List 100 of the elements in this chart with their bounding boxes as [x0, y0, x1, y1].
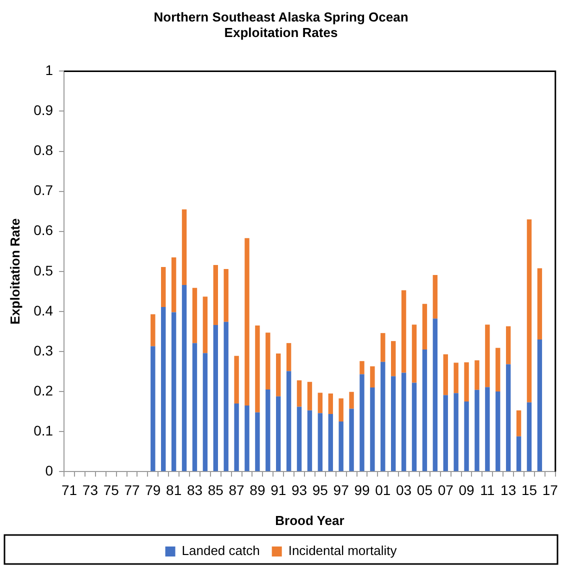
- bar: [276, 353, 281, 396]
- x-tick-label: 83: [186, 482, 203, 498]
- bar: [349, 392, 354, 409]
- bar: [370, 366, 375, 388]
- x-tick-label: 97: [333, 482, 350, 498]
- x-tick-label: 89: [250, 482, 266, 498]
- y-tick-label: 0.7: [34, 182, 54, 198]
- bar: [171, 312, 176, 472]
- bar: [150, 346, 156, 472]
- bar: [338, 422, 344, 472]
- bar: [328, 414, 333, 472]
- x-tick-label: 01: [375, 482, 391, 498]
- bar: [244, 238, 250, 406]
- bar: [349, 408, 354, 472]
- bar: [412, 324, 417, 383]
- bar: [161, 266, 166, 308]
- x-tick-label: 77: [124, 482, 140, 498]
- bar: [506, 326, 511, 364]
- bar: [296, 380, 302, 407]
- y-tick-label: 0: [45, 462, 54, 478]
- x-tick-label: 85: [208, 482, 224, 498]
- bar: [412, 382, 417, 472]
- bar: [390, 376, 396, 472]
- x-tick-label: 17: [542, 482, 558, 498]
- bar: [150, 314, 156, 346]
- bar: [171, 257, 176, 312]
- bar: [255, 412, 260, 472]
- bar: [276, 396, 281, 472]
- bar: [182, 209, 187, 286]
- bar: [464, 362, 469, 402]
- bar: [213, 325, 218, 472]
- x-tick-label: 03: [396, 482, 412, 498]
- bar: [213, 264, 218, 326]
- y-axis-title: Exploitation Rate: [7, 218, 22, 324]
- x-tick-label: 75: [103, 482, 120, 498]
- bar: [202, 296, 208, 354]
- x-tick-label: 09: [458, 482, 475, 498]
- x-tick-label: 15: [521, 482, 538, 498]
- y-tick-label: 0.4: [34, 302, 54, 318]
- x-tick-label: 99: [354, 482, 370, 498]
- bar: [422, 304, 428, 350]
- y-tick-label: 0.3: [34, 342, 54, 358]
- y-tick-label: 0.2: [34, 382, 54, 398]
- bar: [286, 343, 292, 372]
- bar: [485, 387, 490, 472]
- bar: [360, 361, 364, 374]
- bar: [390, 341, 396, 376]
- bar: [537, 268, 542, 340]
- x-tick-label: 11: [480, 482, 495, 498]
- bar: [182, 285, 187, 472]
- bar: [192, 343, 198, 472]
- bar: [255, 325, 260, 412]
- bar: [496, 348, 500, 392]
- bar: [537, 339, 542, 472]
- bar: [485, 324, 490, 388]
- bar: [454, 393, 458, 472]
- bar: [266, 390, 270, 472]
- y-tick-label: 0.9: [34, 102, 54, 118]
- bar: [506, 364, 511, 472]
- bar: [296, 406, 302, 472]
- bar: [432, 318, 438, 472]
- bar: [328, 394, 333, 414]
- bar: [286, 371, 292, 472]
- x-tick-label: 05: [416, 482, 433, 498]
- bar: [161, 307, 166, 472]
- bar: [224, 322, 228, 472]
- x-tick-label: 71: [62, 482, 78, 498]
- bar: [401, 290, 406, 373]
- legend-label: Incidental mortality: [288, 543, 398, 558]
- bar: [380, 333, 386, 362]
- bar: [234, 356, 239, 404]
- bar: [526, 219, 532, 402]
- y-tick-label: 1: [45, 62, 54, 78]
- bar: [496, 392, 500, 472]
- bar: [307, 410, 312, 472]
- bar: [401, 372, 406, 472]
- x-tick-label: 07: [438, 482, 454, 498]
- x-axis-title: Brood Year: [275, 512, 344, 528]
- legend-label: Landed catch: [182, 543, 260, 558]
- x-tick-label: 91: [270, 482, 286, 498]
- bar: [380, 362, 386, 472]
- bar: [202, 353, 208, 472]
- bar: [318, 392, 323, 414]
- bar: [516, 436, 522, 472]
- x-tick-label: 79: [145, 482, 161, 498]
- x-tick-label: 95: [312, 482, 328, 498]
- bar: [224, 269, 228, 322]
- bar: [474, 360, 480, 390]
- bar: [360, 374, 364, 472]
- bar: [516, 410, 522, 436]
- x-tick-label: 87: [228, 482, 245, 498]
- bar: [526, 402, 532, 472]
- x-tick-label: 93: [291, 482, 308, 498]
- bar: [318, 413, 323, 472]
- y-tick-label: 0.6: [34, 222, 54, 238]
- bar: [474, 390, 480, 472]
- bar: [464, 402, 469, 472]
- y-tick-label: 0.8: [34, 142, 54, 158]
- bar: [266, 332, 270, 390]
- x-tick-label: 73: [82, 482, 98, 498]
